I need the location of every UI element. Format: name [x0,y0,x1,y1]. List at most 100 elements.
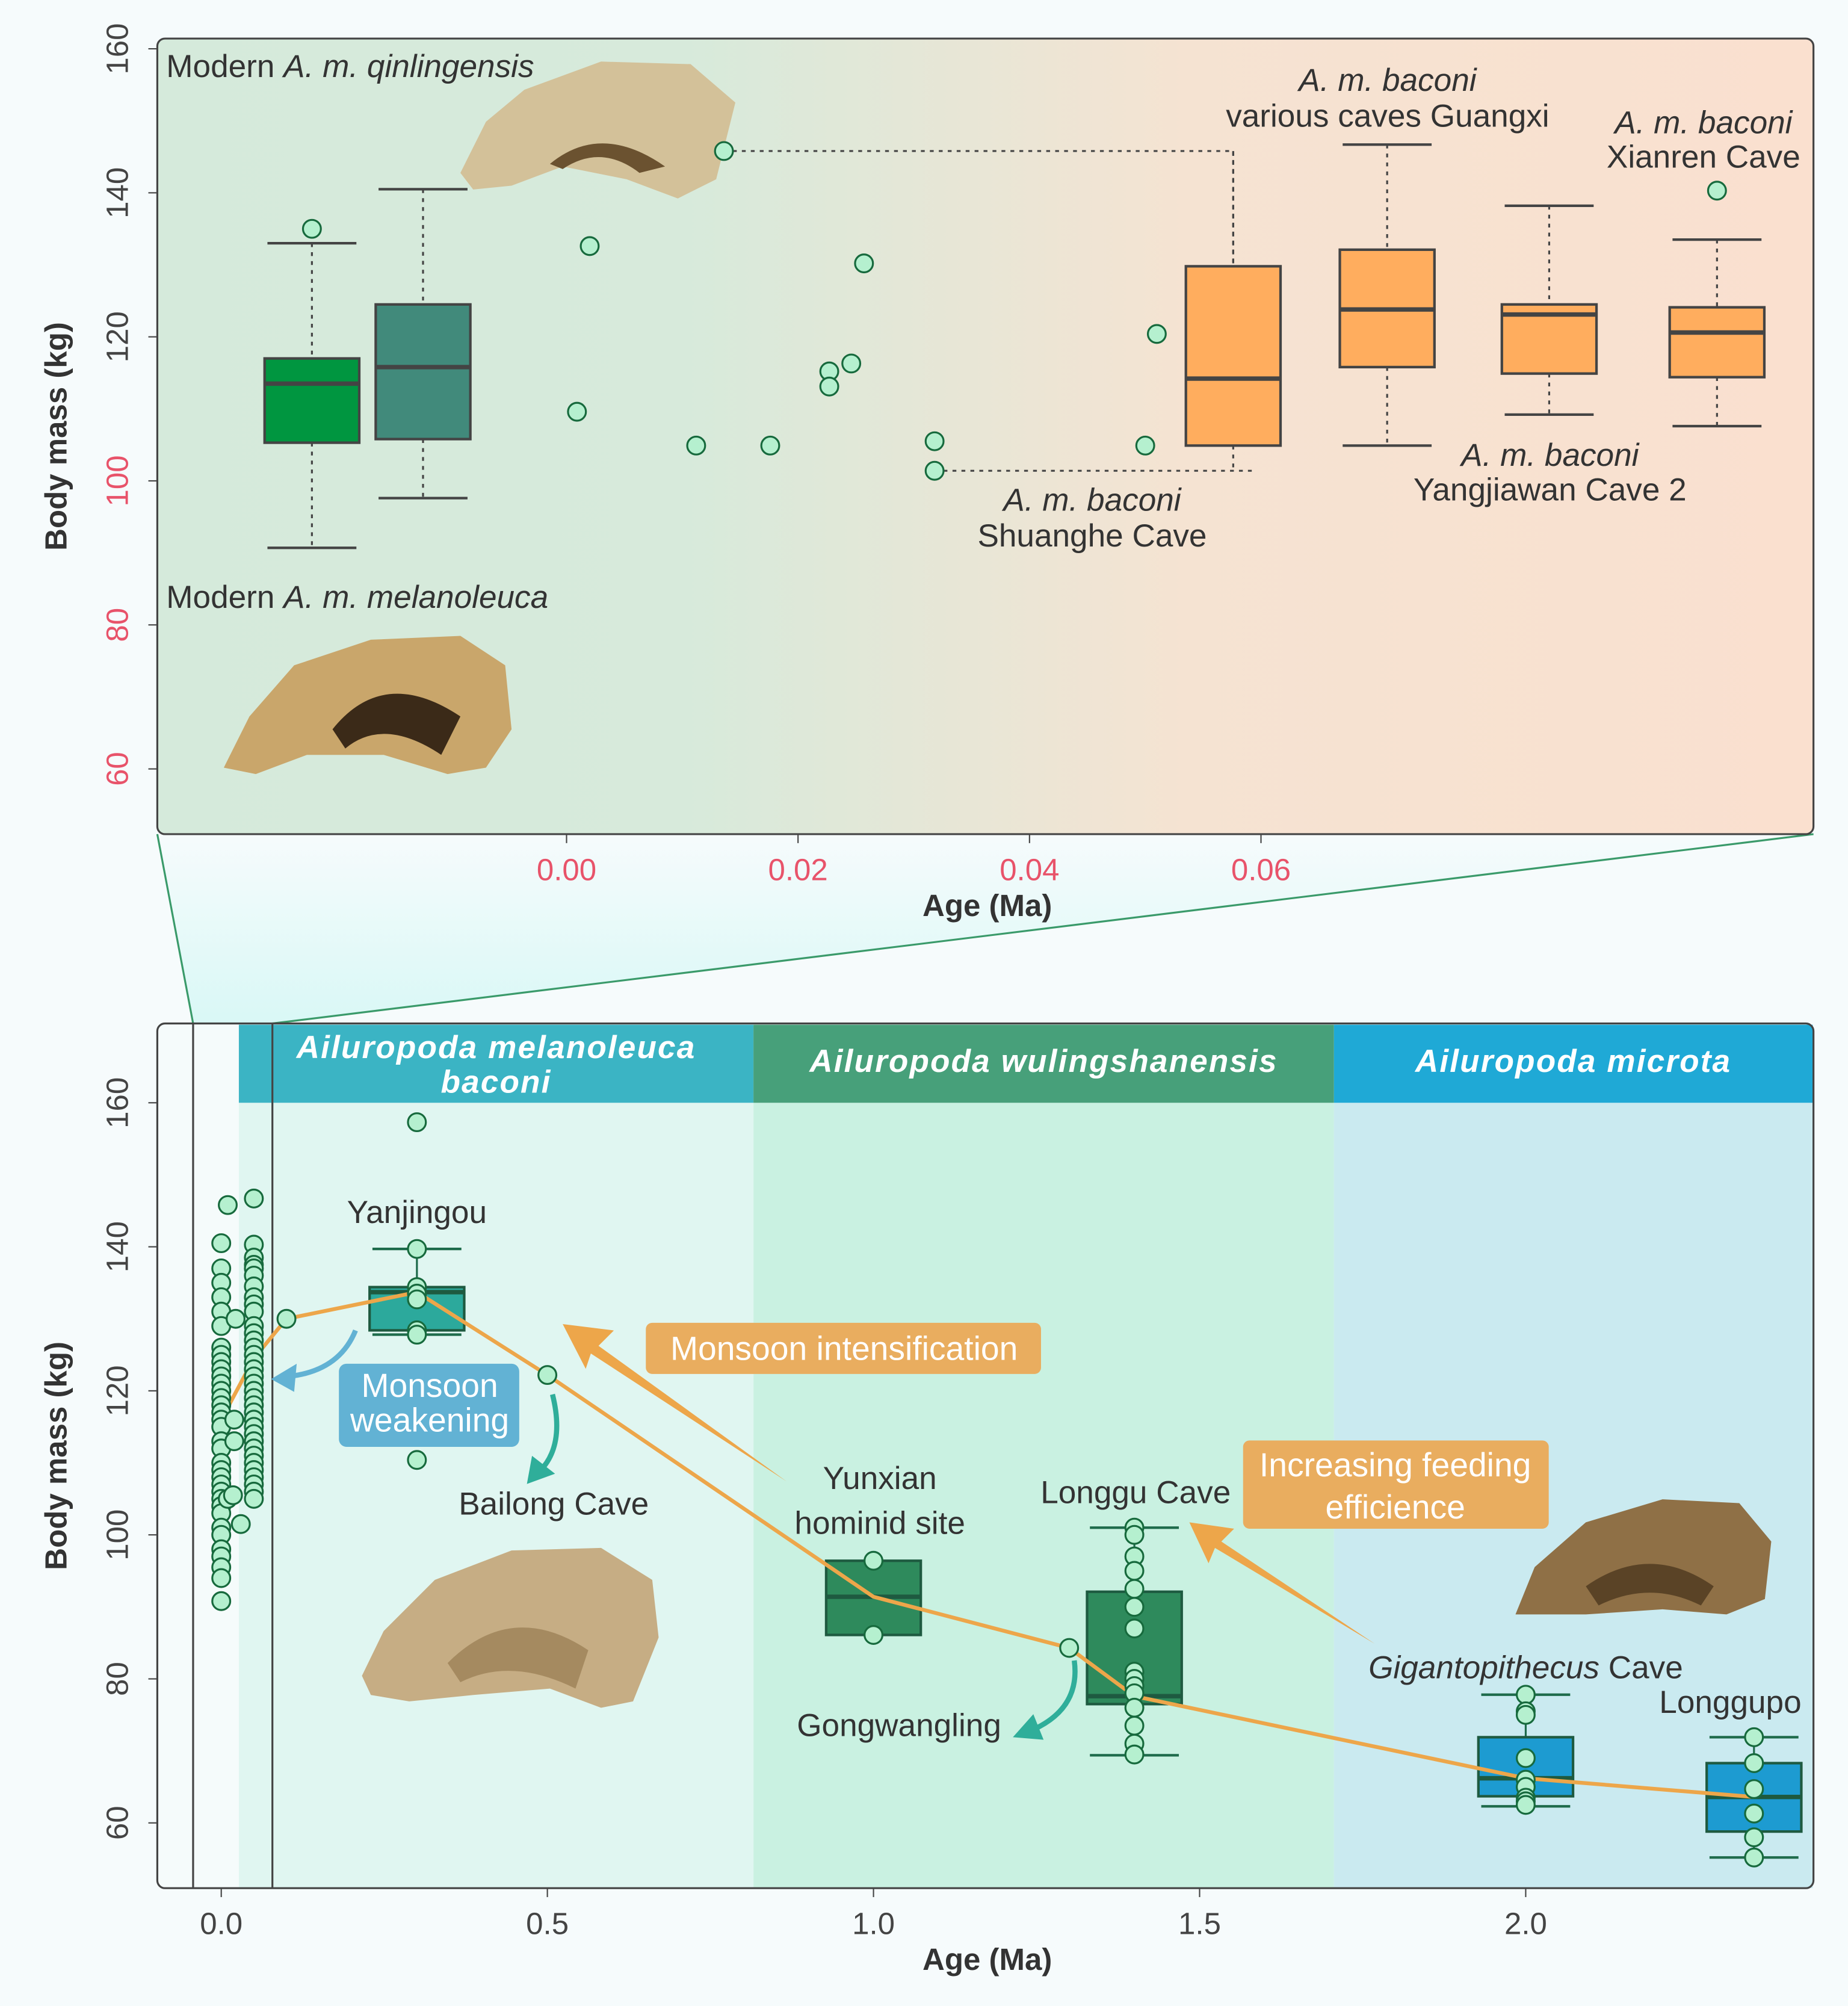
y-tick-label: 60 [100,752,135,786]
skull-image-bailong [362,1547,659,1708]
data-point [1744,1847,1764,1868]
band-header-label: baconi [441,1064,552,1100]
gongwangling-arrow [1032,1660,1078,1732]
site-label-longgu: Longgu Cave [1040,1475,1231,1510]
x-tick-label: 0.04 [1000,852,1059,887]
label-xianren-site: Xianren Cave [1607,140,1800,175]
zoom-connector-left [156,834,194,1024]
x-tick-label: 2.0 [1504,1907,1547,1941]
data-point [224,1431,244,1452]
box-a-m-baconi-various-caves-guangxi [1338,143,1436,447]
feeding-efficiency-arrow [1189,1522,1375,1644]
y-tick-label: 100 [100,455,135,506]
label-guangxi-taxon: A. m. baconi [1297,63,1477,98]
y-tick-label: 140 [100,1221,135,1272]
label-yangjiawan-taxon: A. m. baconi [1459,438,1639,473]
data-point [301,218,322,239]
data-point [686,435,706,456]
skull-image-gigantopithecus [1515,1499,1772,1615]
band-header-label: Ailuropoda melanoleuca [295,1030,696,1065]
data-point [1124,1618,1145,1639]
box-a-m-baconi-yangjiawan-cave-2 [1500,204,1598,416]
band-0 [238,1103,754,1889]
monsoon-intensification-label: Monsoon intensification [670,1330,1018,1367]
skull-image-melanoleuca [223,636,512,775]
data-point [567,401,587,422]
label-xianren-taxon: A. m. baconi [1613,105,1793,140]
label-modern-melanoleuca: Modern A. m. melanoleuca [166,580,548,615]
top-y-axis-label: Body mass (kg) [39,322,73,551]
data-point [1124,1561,1145,1581]
x-tick-label: 0.02 [768,852,828,887]
top-plot-background [157,39,1814,834]
data-point [714,141,734,161]
y-tick-label: 160 [100,23,135,75]
site-label-bailong: Bailong Cave [459,1487,649,1522]
site-label-yanjingou: Yanjingou [347,1195,487,1230]
monsoon-weakening-label-2: weakening [350,1401,509,1438]
box-iqr [263,357,361,444]
x-tick-label: 1.0 [852,1907,895,1941]
top-plot-frame [156,37,1815,835]
box-a-m-baconi-xianren-cave [1668,238,1766,428]
y-tick-label: 120 [100,311,135,362]
x-tick-label: 0.5 [526,1907,569,1941]
x-tick-label: 0.06 [1231,852,1291,887]
trend-line [219,1290,1755,1799]
y-tick-label: 140 [100,167,135,218]
data-point [864,1625,884,1645]
data-point [244,1488,264,1509]
y-tick-label: 60 [100,1806,135,1840]
data-point [1744,1753,1764,1773]
box-modern-a-m-melanoleuca [263,241,361,549]
site-label-longgupo: Longgupo [1659,1685,1801,1720]
box-a-m-baconi-shuanghe-cave [1184,150,1282,471]
y-tick-label: 120 [100,1365,135,1416]
label-shuanghe-taxon: A. m. baconi [1001,482,1181,518]
data-point [230,1514,251,1534]
bottom-x-axis-label: Age (Ma) [922,1942,1052,1977]
bottom-y-axis-label: Body mass (kg) [39,1342,73,1570]
gongwangling-arrowhead [1013,1714,1044,1740]
monsoon-intensification-box [646,1322,1041,1374]
box-modern-a-m-qinlingensis [374,188,472,500]
data-point [841,353,862,374]
data-point [1124,1597,1145,1617]
label-shuanghe-site: Shuanghe Cave [977,518,1207,554]
band-header-1 [753,1024,1334,1103]
feeding-efficiency-label-1: Increasing feeding [1259,1446,1531,1484]
band-header-2 [1333,1024,1813,1103]
data-point [1124,1579,1145,1599]
feeding-efficiency-label-2: efficience [1325,1488,1465,1526]
band-1 [753,1103,1334,1889]
skull-image-qinlingensis [460,61,736,199]
site-label-yunxian-1: Yunxian [823,1461,937,1496]
label-guangxi-site: various caves Guangxi [1226,99,1549,134]
data-point [407,1325,427,1345]
data-point [218,1195,238,1215]
data-point [1707,181,1727,201]
monsoon-weakening-arrowhead [271,1363,297,1392]
site-label-gongwangling: Gongwangling [797,1707,1001,1743]
monsoon-weakening-label-1: Monsoon [361,1367,498,1404]
data-point [1744,1827,1764,1848]
monsoon-intensification-arrow [563,1323,787,1482]
top-x-axis-label: Age (Ma) [922,888,1052,923]
monsoon-weakening-arrow [287,1329,358,1379]
data-point [537,1365,558,1385]
x-tick-label: 0.0 [200,1907,243,1941]
top-panel: 60 80 100 120 140 160 0.00 0.02 0.04 0.06 Modern … [39,23,1815,923]
data-point [407,1289,427,1310]
site-label-yunxian-2: hominid site [794,1505,965,1541]
data-point [1146,324,1167,344]
band-header-label: Ailuropoda wulingshanensis [808,1044,1278,1079]
data-point [579,236,600,256]
data-point [760,435,780,456]
data-point [211,1591,232,1611]
zoom-connector [157,834,1814,1024]
data-point [1124,1697,1145,1718]
data-point [1135,435,1155,456]
y-tick-label: 80 [100,1662,135,1696]
